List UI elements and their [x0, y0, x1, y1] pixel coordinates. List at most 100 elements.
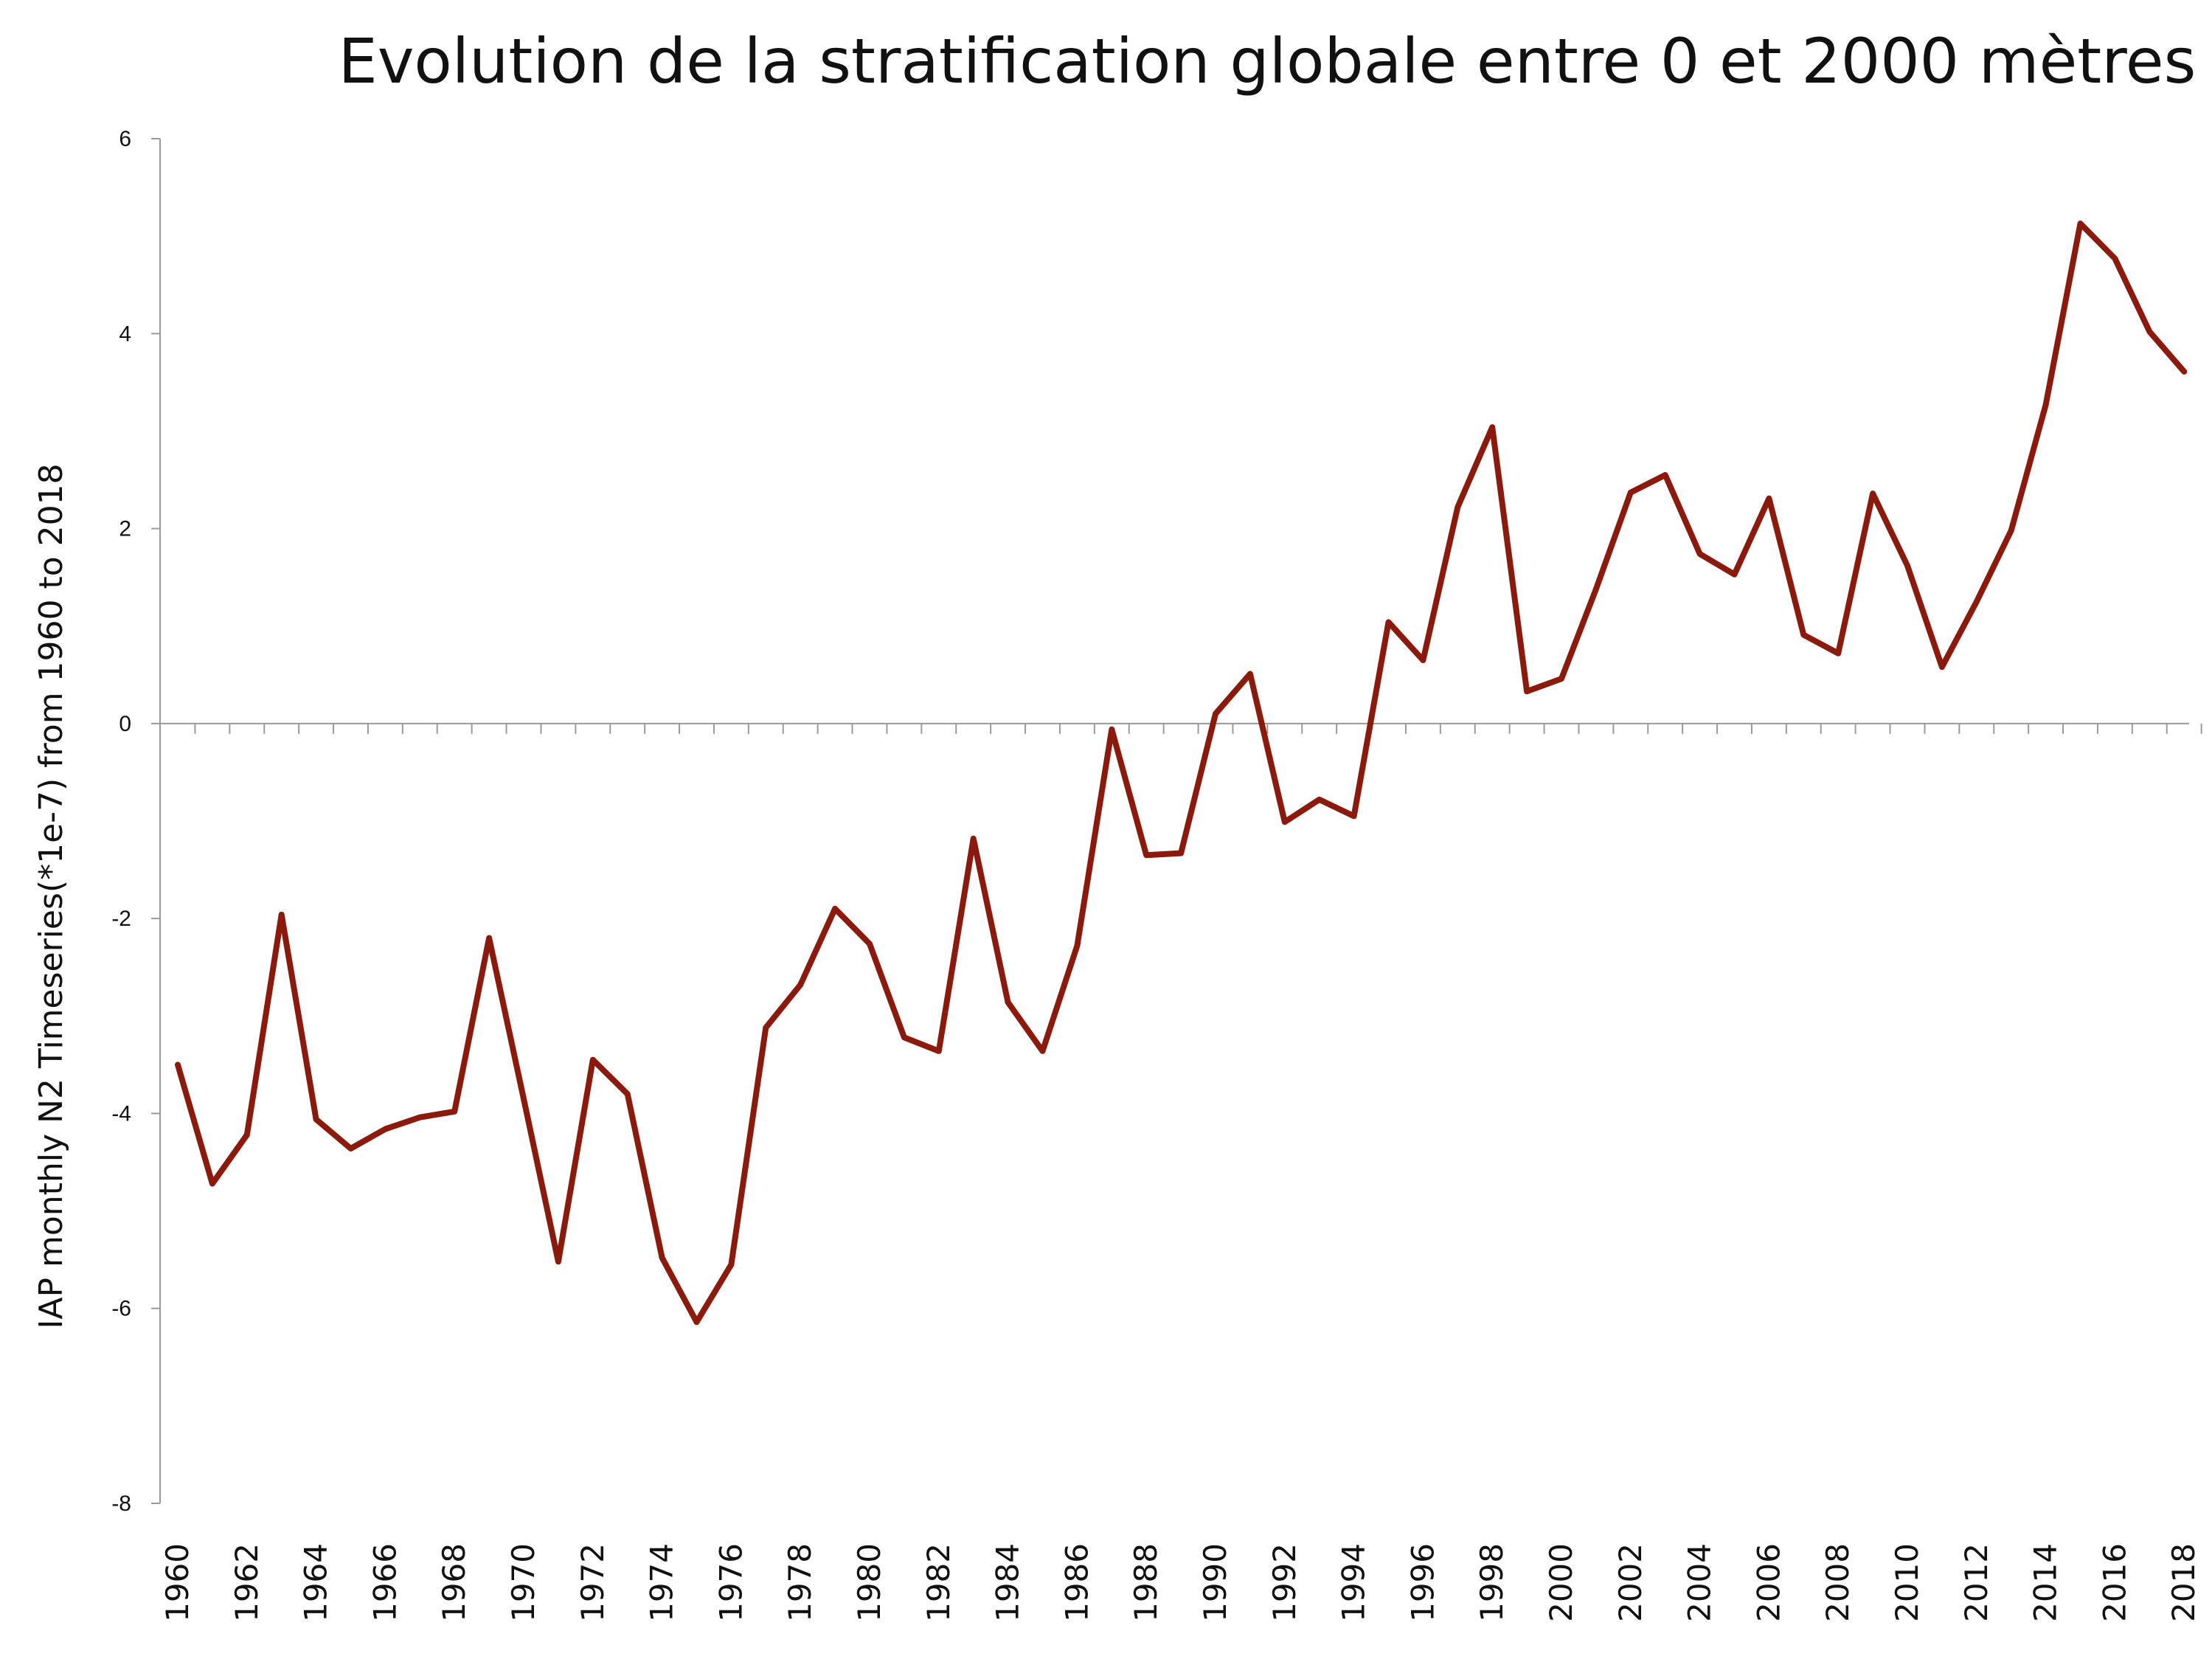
x-tick-label: 1980 — [851, 1543, 887, 1622]
data-point — [1005, 1000, 1011, 1005]
x-tick-label: 1962 — [229, 1543, 265, 1622]
x-tick-label: 1996 — [1404, 1543, 1440, 1622]
data-point — [590, 1057, 596, 1063]
x-tick-label: 1982 — [920, 1543, 957, 1622]
data-point — [1040, 1048, 1046, 1054]
x-tick-label: 1970 — [505, 1543, 541, 1622]
data-point — [1143, 852, 1149, 858]
data-point — [1247, 671, 1253, 676]
data-point — [832, 906, 838, 912]
x-tick-label: 2010 — [1889, 1543, 1925, 1622]
x-tick-label: 2002 — [1612, 1543, 1648, 1622]
data-point — [555, 1258, 561, 1264]
data-point — [2181, 369, 2187, 375]
data-point — [1628, 490, 1634, 496]
x-tick-label: 1984 — [990, 1543, 1026, 1622]
y-axis-label: IAP monthly N2 Timeseries(*1e-7) from 19… — [32, 463, 70, 1329]
data-point — [1109, 727, 1114, 732]
data-point — [451, 1109, 457, 1115]
chart-title: Evolution de la stratification globale e… — [339, 25, 2197, 97]
data-point — [1178, 851, 1184, 856]
x-axis: 1960 1962 1964 1966 1968 1970 1972 1974 1976 1978… — [159, 722, 2202, 1622]
data-point — [901, 1034, 907, 1040]
y-tick-label: -4 — [111, 1101, 131, 1126]
x-tick-label: 2014 — [2028, 1543, 2064, 1622]
data-point — [1870, 491, 1876, 496]
x-tick-label: 1990 — [1197, 1543, 1233, 1622]
data-point — [209, 1181, 215, 1187]
x-tick-label: 1964 — [298, 1543, 334, 1622]
y-tick-label: 4 — [119, 322, 131, 346]
x-tick-label: 2012 — [1958, 1543, 1994, 1622]
x-tick-label: 1992 — [1266, 1543, 1303, 1622]
x-tick-label: 1998 — [1474, 1543, 1510, 1622]
data-point — [2078, 221, 2084, 226]
x-tick-label: 2000 — [1543, 1543, 1579, 1622]
data-point — [1766, 496, 1772, 502]
x-tick-label: 2016 — [2096, 1543, 2132, 1622]
data-point — [971, 836, 977, 842]
data-point — [2008, 527, 2014, 533]
data-point — [1351, 813, 1357, 819]
data-point — [867, 941, 873, 947]
y-tick-label: 0 — [119, 712, 131, 736]
data-point — [244, 1132, 250, 1138]
data-point — [279, 912, 285, 918]
data-point — [1074, 943, 1080, 949]
data-point — [1697, 551, 1703, 557]
x-tick-label: 1968 — [436, 1543, 472, 1622]
data-point — [625, 1091, 631, 1097]
data-point — [175, 1061, 181, 1067]
x-tick-label: 1988 — [1128, 1543, 1164, 1622]
data-point — [2112, 256, 2118, 262]
y-tick-label: 6 — [119, 127, 131, 151]
y-axis: 6 4 2 0 -2 -4 -6 -8 — [111, 127, 161, 1516]
data-point — [694, 1319, 700, 1325]
data-point — [659, 1255, 665, 1261]
data-point — [2043, 402, 2049, 408]
data-point — [1939, 664, 1945, 670]
x-tick-label: 1978 — [782, 1543, 818, 1622]
data-point — [1835, 651, 1841, 657]
data-point — [1974, 599, 1980, 605]
data-point — [1732, 572, 1738, 578]
data-point — [1213, 711, 1218, 717]
data-point — [763, 1025, 769, 1031]
x-tick-label: 1994 — [1336, 1543, 1372, 1622]
data-point — [797, 982, 803, 988]
series-group — [175, 221, 2188, 1326]
x-tick-label: 2004 — [1682, 1543, 1718, 1622]
data-point — [417, 1115, 423, 1121]
data-point — [348, 1146, 354, 1151]
data-point — [1663, 472, 1668, 478]
data-point — [1593, 586, 1599, 592]
data-point — [1420, 657, 1426, 663]
data-point — [486, 935, 492, 941]
data-point — [1317, 797, 1322, 803]
data-point — [521, 1096, 527, 1102]
x-tick-label: 2008 — [1820, 1543, 1856, 1622]
series-line — [175, 221, 2188, 1326]
x-tick-label: 1972 — [575, 1543, 611, 1622]
y-tick-label: -8 — [111, 1492, 131, 1516]
x-tick-label: 2006 — [1750, 1543, 1786, 1622]
data-point — [1904, 563, 1910, 569]
data-point — [1800, 632, 1806, 638]
data-point — [1559, 676, 1564, 682]
data-point — [936, 1048, 942, 1054]
data-point — [1524, 688, 1530, 694]
x-tick-label: 1966 — [367, 1543, 403, 1622]
y-tick-label: -2 — [111, 907, 131, 931]
x-tick-label: 1986 — [1058, 1543, 1095, 1622]
data-point — [1282, 819, 1288, 825]
data-point — [728, 1261, 734, 1267]
y-tick-label: -6 — [111, 1297, 131, 1321]
y-tick-label: 2 — [119, 517, 131, 541]
data-point — [1489, 424, 1495, 430]
data-point — [1386, 619, 1392, 625]
data-point — [382, 1126, 388, 1132]
x-tick-label: 1974 — [644, 1543, 680, 1622]
data-point — [2146, 329, 2152, 335]
x-tick-label: 1976 — [713, 1543, 749, 1622]
